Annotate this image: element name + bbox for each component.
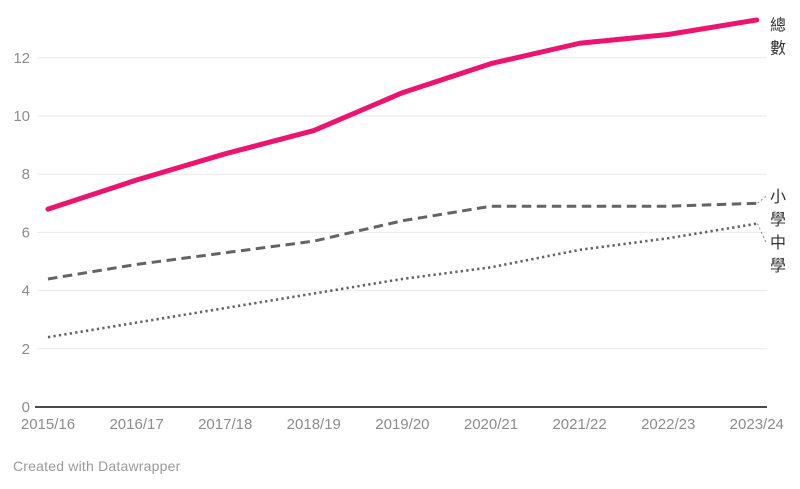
series-label-char: 總	[770, 16, 786, 34]
series-label-char: 數	[770, 39, 786, 57]
x-tick-label: 2020/21	[464, 416, 518, 433]
label-leader-line	[757, 223, 767, 243]
series-label-char: 中	[770, 234, 786, 252]
y-tick-label: 4	[22, 283, 30, 300]
x-tick-label: 2015/16	[21, 416, 75, 433]
y-tick-label: 8	[22, 166, 30, 183]
series-label-中學: 中學	[770, 234, 786, 275]
x-tick-label: 2017/18	[198, 416, 252, 433]
x-tick-label: 2018/19	[287, 416, 341, 433]
x-tick-label: 2016/17	[109, 416, 163, 433]
series-label-總數: 總數	[770, 16, 786, 57]
y-tick-label: 6	[22, 224, 30, 241]
y-tick-label: 2	[22, 341, 30, 358]
series-label-char: 學	[770, 211, 786, 229]
series-line-中學	[47, 222, 758, 339]
label-leader-line	[757, 195, 767, 204]
x-tick-label: 2021/22	[552, 416, 606, 433]
y-tick-label: 0	[22, 399, 30, 416]
x-tick-label: 2019/20	[375, 416, 429, 433]
series-line-小學	[47, 201, 757, 281]
x-tick-label: 2023/24	[730, 416, 784, 433]
y-tick-label: 12	[13, 50, 30, 67]
attribution-text: Created with Datawrapper	[13, 458, 181, 474]
series-label-char: 學	[770, 257, 786, 275]
series-line-總數	[45, 17, 760, 212]
x-tick-label: 2022/23	[641, 416, 695, 433]
y-tick-label: 10	[13, 108, 30, 125]
series-label-小學: 小學	[770, 188, 786, 229]
series-label-char: 小	[770, 188, 786, 206]
